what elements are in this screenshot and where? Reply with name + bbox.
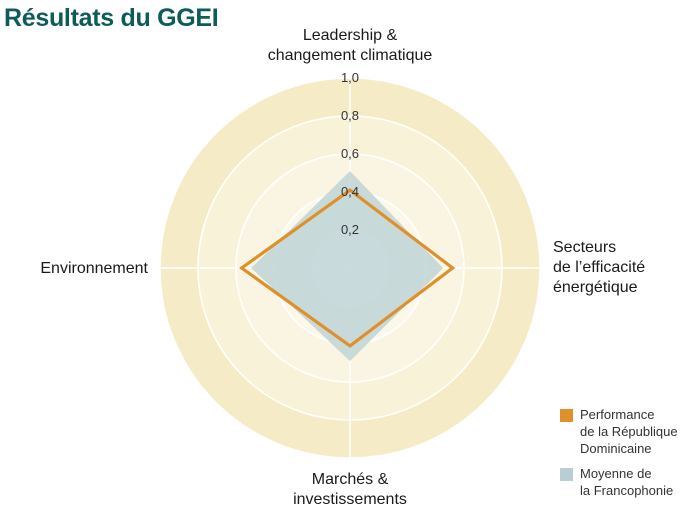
tick-label-1,0: 1,0: [341, 70, 359, 85]
tick-label-0,8: 0,8: [341, 108, 359, 123]
axis-label-marches-line2: investissements: [293, 491, 407, 508]
legend-swatch-moyenne: [560, 468, 573, 481]
axis-label-secteurs-line2: de l’efficacité: [553, 259, 646, 276]
legend-performance-line2: de la République: [580, 424, 678, 439]
axis-label-secteurs-line3: énergétique: [553, 279, 638, 296]
axis-label-environnement-line1: Environnement: [40, 260, 148, 277]
legend: Performance de la République Dominicaine…: [560, 406, 700, 507]
legend-performance-line3: Dominicaine: [580, 441, 652, 456]
axis-label-leadership-line2: changement climatique: [267, 47, 433, 64]
legend-moyenne-line2: la Francophonie: [580, 483, 674, 498]
axis-label-environnement: Environnement: [0, 259, 148, 279]
legend-item-moyenne: Moyenne de la Francophonie: [560, 465, 700, 499]
legend-item-performance: Performance de la République Dominicaine: [560, 406, 700, 457]
tick-label-0,2: 0,2: [341, 222, 359, 237]
tick-label-0,6: 0,6: [341, 146, 359, 161]
legend-swatch-performance: [560, 409, 573, 422]
axis-label-leadership-line1: Leadership &: [302, 27, 398, 44]
series-performance-line: [238, 188, 456, 348]
legend-performance-line1: Performance: [580, 407, 655, 422]
chart-title: Résultats du GGEI: [4, 4, 219, 32]
axis-label-leadership: Leadership & changement climatique: [200, 26, 500, 66]
axis-label-marches: Marchés & investissements: [200, 470, 500, 510]
axis-label-secteurs: Secteurs de l’efficacité énergétique: [553, 238, 693, 298]
axis-label-secteurs-line1: Secteurs: [553, 239, 617, 256]
axis-label-marches-line1: Marchés &: [311, 471, 389, 488]
tick-label-0,4: 0,4: [341, 184, 359, 199]
legend-moyenne-line1: Moyenne de: [580, 466, 652, 481]
